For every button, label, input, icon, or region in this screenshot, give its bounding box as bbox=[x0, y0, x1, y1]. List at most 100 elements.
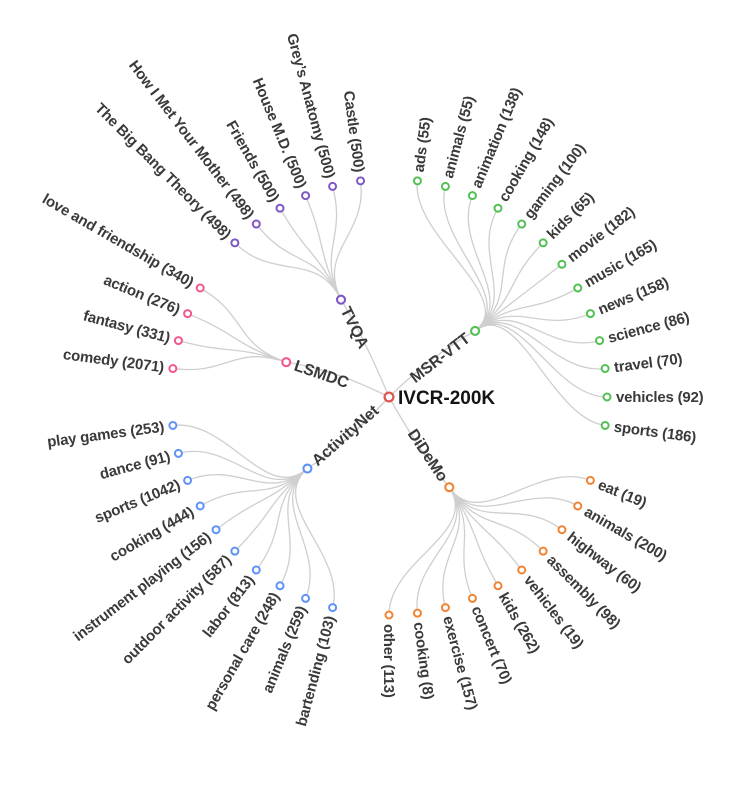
leaf-label-msr-vtt-ads: ads (55) bbox=[411, 116, 435, 173]
leaf-label-msr-vtt-science: science (86) bbox=[606, 309, 691, 347]
leaf-link-activitynet-sports bbox=[187, 468, 308, 484]
leaf-link-lsmdc-action bbox=[187, 312, 287, 363]
leaf-label-msr-vtt-sports: sports (186) bbox=[613, 419, 697, 447]
leaf-node-msr-vtt-vehicles bbox=[602, 392, 612, 402]
leaf-link-activitynet-animals bbox=[292, 468, 311, 599]
leaf-node-activitynet-personal-care bbox=[275, 581, 285, 591]
leaf-link-msr-vtt-gaming bbox=[474, 223, 523, 332]
leaf-label-activitynet-play-games: play games (253) bbox=[46, 419, 165, 451]
leaf-link-msr-vtt-vehicles bbox=[474, 323, 608, 398]
leaf-node-didemo-eat bbox=[585, 475, 595, 485]
leaf-link-didemo-vehicles bbox=[448, 486, 523, 571]
leaf-link-msr-vtt-movie bbox=[474, 263, 563, 332]
leaf-link-didemo-animals bbox=[448, 486, 579, 507]
leaf-node-msr-vtt-music bbox=[573, 283, 583, 293]
root-label: IVCR-200K bbox=[398, 388, 495, 409]
leaf-node-didemo-animals bbox=[573, 501, 583, 511]
leaf-node-activitynet-dance bbox=[173, 448, 183, 458]
labels-layer: ads (55) animals (55)animation (138)cooki… bbox=[39, 32, 704, 729]
nodes-layer bbox=[168, 176, 612, 620]
leaf-link-msr-vtt-sports bbox=[474, 324, 606, 427]
leaf-link-activitynet-instrument-playing bbox=[215, 468, 308, 531]
leaf-link-tvqa-how-i-met-your-mother bbox=[255, 223, 342, 300]
leaf-node-activitynet-sports bbox=[183, 475, 193, 485]
leaf-link-msr-vtt-kids bbox=[474, 242, 544, 332]
leaf-node-didemo-concert bbox=[467, 593, 477, 603]
hub-node-lsmdc bbox=[281, 357, 292, 368]
leaf-node-lsmdc-comedy bbox=[168, 364, 178, 374]
leaf-link-activitynet-bartending bbox=[294, 468, 335, 608]
branch-link-lsmdc bbox=[286, 361, 390, 398]
leaf-link-activitynet-outdoor-activity bbox=[234, 468, 308, 552]
leaf-label-didemo-exercise: exercise (157) bbox=[439, 614, 480, 712]
leaf-link-msr-vtt-travel bbox=[474, 322, 606, 370]
leaf-link-didemo-kids bbox=[448, 486, 499, 587]
root-node bbox=[383, 391, 395, 403]
leaf-label-tvqa-castle: Castle (500) bbox=[340, 90, 368, 174]
hub-label-activitynet: ActivityNet bbox=[309, 402, 383, 470]
leaf-node-msr-vtt-animation bbox=[467, 191, 477, 201]
hub-node-activitynet bbox=[302, 463, 313, 474]
leaf-link-didemo-eat bbox=[448, 475, 591, 503]
leaf-node-msr-vtt-cooking bbox=[493, 203, 503, 213]
hub-label-didemo: DiDeMo bbox=[404, 426, 451, 485]
hub-node-tvqa bbox=[335, 294, 347, 305]
leaf-node-didemo-kids bbox=[493, 581, 503, 591]
leaf-node-tvqa-how-i-met-your-mother bbox=[251, 219, 261, 229]
leaf-link-activitynet-labor bbox=[255, 468, 308, 571]
leaf-link-lsmdc-comedy bbox=[172, 356, 287, 371]
leaf-node-lsmdc-fantasy bbox=[173, 336, 183, 346]
leaf-link-msr-vtt-music bbox=[474, 287, 579, 332]
leaf-link-activitynet-personal-care bbox=[279, 468, 308, 587]
leaf-link-tvqa-friends bbox=[279, 207, 342, 300]
leaf-node-tvqa-friends bbox=[275, 203, 285, 213]
links-layer bbox=[172, 180, 608, 616]
leaf-node-activitynet-animals bbox=[301, 593, 311, 603]
leaf-label-msr-vtt-animals: animals (55) bbox=[440, 94, 478, 180]
leaf-node-activitynet-instrument-playing bbox=[211, 525, 221, 535]
leaf-node-didemo-exercise bbox=[440, 603, 450, 613]
leaf-node-msr-vtt-science bbox=[595, 336, 605, 346]
leaf-label-msr-vtt-vehicles: vehicles (92) bbox=[616, 389, 704, 406]
branch-link-tvqa bbox=[340, 299, 390, 398]
leaf-node-tvqa-the-big-bang-theory bbox=[230, 238, 240, 248]
leaf-link-msr-vtt-animation bbox=[467, 195, 491, 332]
leaf-node-tvqa-castle bbox=[356, 176, 366, 186]
leaf-node-activitynet-outdoor-activity bbox=[230, 546, 240, 556]
leaf-node-lsmdc-action bbox=[183, 309, 193, 319]
leaf-label-didemo-other: other (113) bbox=[380, 624, 397, 698]
leaf-node-tvqa-house-m-d bbox=[301, 191, 311, 201]
leaf-node-msr-vtt-animals bbox=[440, 181, 450, 191]
branch-link-msr-vtt bbox=[388, 330, 476, 398]
leaf-link-activitynet-cooking bbox=[199, 468, 308, 507]
leaf-link-msr-vtt-cooking bbox=[474, 207, 499, 332]
leaf-link-msr-vtt-animals bbox=[443, 186, 488, 332]
leaf-label-activitynet-dance: dance (91) bbox=[98, 448, 172, 483]
leaf-label-lsmdc-comedy: comedy (2071) bbox=[62, 346, 165, 376]
leaf-node-msr-vtt-movie bbox=[557, 259, 567, 269]
leaf-node-activitynet-cooking bbox=[195, 501, 205, 511]
leaf-link-didemo-cooking bbox=[416, 486, 458, 614]
hub-label-lsmdc: LSMDC bbox=[292, 358, 351, 392]
leaf-link-tvqa-castle bbox=[333, 180, 362, 300]
leaf-node-msr-vtt-kids bbox=[538, 238, 548, 248]
branch-link-activitynet bbox=[307, 396, 390, 470]
leaf-node-msr-vtt-ads bbox=[412, 176, 422, 186]
leaf-link-msr-vtt-ads bbox=[416, 180, 486, 332]
leaf-node-didemo-other bbox=[384, 610, 394, 620]
leaf-link-lsmdc-fantasy bbox=[178, 339, 287, 363]
leaf-link-didemo-assembly bbox=[448, 486, 544, 552]
leaf-link-lsmdc-love-and-friendship bbox=[199, 287, 287, 363]
leaf-label-msr-vtt-travel: travel (70) bbox=[613, 350, 684, 376]
hub-node-msr-vtt bbox=[470, 325, 481, 336]
leaf-label-didemo-eat: eat (19) bbox=[595, 476, 649, 511]
leaf-link-didemo-highway bbox=[448, 486, 563, 531]
hub-node-didemo bbox=[444, 482, 455, 493]
leaf-label-lsmdc-fantasy: fantasy (331) bbox=[81, 307, 172, 347]
leaf-link-didemo-other bbox=[388, 486, 457, 616]
leaf-link-msr-vtt-news bbox=[474, 312, 591, 332]
leaf-link-tvqa-the-big-bang-theory bbox=[234, 242, 342, 300]
hub-label-msr-vtt: MSR-VTT bbox=[407, 330, 473, 387]
